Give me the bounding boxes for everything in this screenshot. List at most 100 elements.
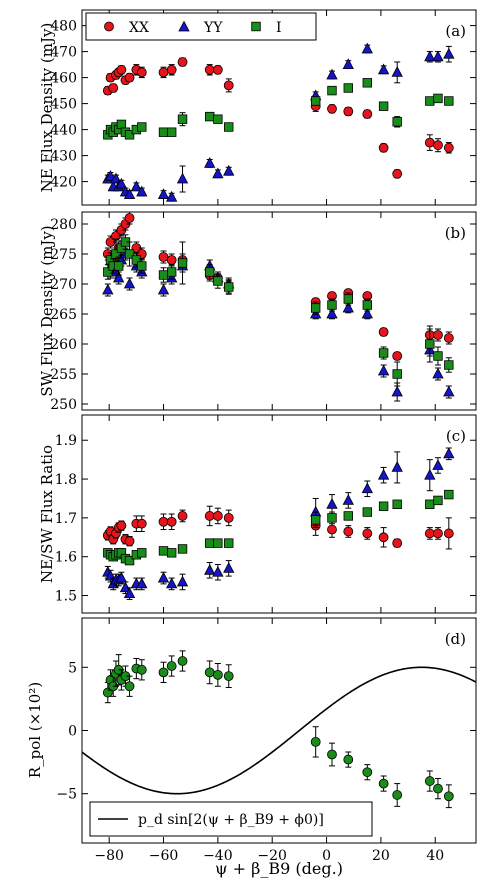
point-a-xx-24 xyxy=(443,142,454,153)
point-c-xx-24 xyxy=(443,528,454,539)
legend-symbol-yy xyxy=(178,20,190,32)
point-b-i-20 xyxy=(378,348,389,358)
point-b-yy-17 xyxy=(326,307,338,319)
point-c-i-17 xyxy=(327,513,337,523)
point-b-i-10 xyxy=(158,270,169,280)
point-b-i-18 xyxy=(343,294,353,304)
point-b-yy-18 xyxy=(342,301,354,313)
ytick-label-a-2: 440 xyxy=(50,123,77,139)
point-b-xx-23 xyxy=(433,330,443,340)
point-c-yy-22 xyxy=(424,468,436,480)
point-b-i-22 xyxy=(425,339,435,349)
point-a-yy-1 xyxy=(104,170,117,181)
point-c-xx-13 xyxy=(204,511,215,521)
panel-c-label: (c) xyxy=(446,427,466,445)
point-a-xx-19 xyxy=(362,109,373,119)
panel-b-ylabel: SW Flux Density (mJy) xyxy=(38,225,56,396)
ytick-label-b-2: 260 xyxy=(50,337,77,353)
point-a-yy-5 xyxy=(115,177,128,189)
point-a-yy-7 xyxy=(123,188,136,200)
point-a-i-12 xyxy=(177,114,188,124)
ytick-label-b-3: 265 xyxy=(50,307,77,323)
ytick-label-c-2: 1.7 xyxy=(55,511,77,527)
point-a-yy-24 xyxy=(443,47,455,59)
point-c-xx-18 xyxy=(343,526,354,537)
point-b-yy-23 xyxy=(432,367,444,379)
point-b-yy-21 xyxy=(391,385,403,397)
point-a-yy-13 xyxy=(204,157,216,168)
ytick-label-a-1: 430 xyxy=(50,149,77,165)
point-c-i-14 xyxy=(213,538,223,548)
point-a-xx-2 xyxy=(108,83,119,93)
point-c-yy-7 xyxy=(123,587,136,598)
point-c-i-12 xyxy=(177,544,188,554)
ytick-label-b-0: 250 xyxy=(50,397,77,413)
point-d-rpol-13 xyxy=(204,667,215,678)
legend-d: p_d sin[2(ψ + β_B9 + ϕ0)] xyxy=(89,801,373,837)
point-d-rpol-19 xyxy=(362,767,373,778)
point-a-i-14 xyxy=(213,114,223,124)
point-a-xx-11 xyxy=(166,64,177,75)
legend-a: XX YY I xyxy=(85,12,317,41)
point-d-rpol-22 xyxy=(424,776,435,786)
point-d-rpol-23 xyxy=(433,783,443,794)
point-a-xx-10 xyxy=(158,67,169,78)
panel-b-marks xyxy=(102,211,455,402)
point-c-xx-5 xyxy=(116,520,127,531)
point-d-rpol-9 xyxy=(136,664,147,675)
point-b-yy-0 xyxy=(102,283,114,295)
point-b-i-13 xyxy=(205,267,215,277)
panel-a-label: (a) xyxy=(445,22,466,40)
point-d-rpol-17 xyxy=(327,749,337,760)
point-b-i-17 xyxy=(327,300,337,310)
point-c-xx-19 xyxy=(362,528,373,539)
point-c-i-19 xyxy=(362,507,373,517)
point-a-yy-22 xyxy=(424,50,436,62)
point-a-i-23 xyxy=(433,93,443,104)
point-c-yy-23 xyxy=(432,459,444,470)
point-a-i-22 xyxy=(425,96,435,106)
point-a-yy-21 xyxy=(391,66,403,77)
point-c-yy-13 xyxy=(204,563,216,575)
point-c-xx-22 xyxy=(424,528,435,539)
point-c-yy-20 xyxy=(377,468,390,480)
panel-d-curve xyxy=(81,666,477,795)
point-b-i-4 xyxy=(113,261,124,271)
ytick-label-b-1: 255 xyxy=(50,367,77,383)
point-d-rpol-15 xyxy=(223,671,234,682)
point-c-i-22 xyxy=(425,499,435,509)
point-a-i-13 xyxy=(205,111,215,122)
point-b-xx-11 xyxy=(166,255,177,265)
panel-a-frame xyxy=(81,9,477,206)
point-c-yy-19 xyxy=(361,482,373,494)
point-d-rpol-20 xyxy=(378,778,389,789)
point-b-i-3 xyxy=(111,249,121,259)
point-c-i-15 xyxy=(224,538,234,548)
legend-d-box xyxy=(89,801,373,837)
legend-symbol-i xyxy=(251,21,261,32)
point-c-xx-10 xyxy=(158,516,169,527)
panel-a: 420 430 440 450 460 470 480 NE Flux Density (m… xyxy=(38,9,477,206)
point-c-xx-15 xyxy=(223,512,234,523)
ytick-label-d-2: 5 xyxy=(68,660,77,676)
point-a-xx-17 xyxy=(327,103,337,114)
legend-d-entry: p_d sin[2(ψ + β_B9 + ϕ0)] xyxy=(138,812,324,828)
legend-symbol-xx xyxy=(104,21,114,32)
point-a-xx-7 xyxy=(124,72,135,83)
point-c-yy-18 xyxy=(342,494,354,505)
point-d-rpol-11 xyxy=(166,661,177,671)
point-a-xx-9 xyxy=(136,67,147,78)
point-a-i-24 xyxy=(444,96,454,106)
point-d-rpol-18 xyxy=(343,754,354,765)
ytick-label-b-5: 275 xyxy=(50,247,77,263)
xtick-label-6: 40 xyxy=(426,848,444,864)
ytick-label-a-6: 480 xyxy=(50,19,77,35)
point-b-i-7 xyxy=(124,249,135,259)
ytick-label-c-0: 1.5 xyxy=(55,589,77,605)
ytick-label-c-1: 1.6 xyxy=(55,550,77,566)
point-c-xx-9 xyxy=(136,518,147,529)
point-a-yy-10 xyxy=(157,188,170,200)
point-b-xx-20 xyxy=(378,327,389,337)
panel-b-frame xyxy=(81,211,477,411)
point-a-i-7 xyxy=(124,130,135,140)
